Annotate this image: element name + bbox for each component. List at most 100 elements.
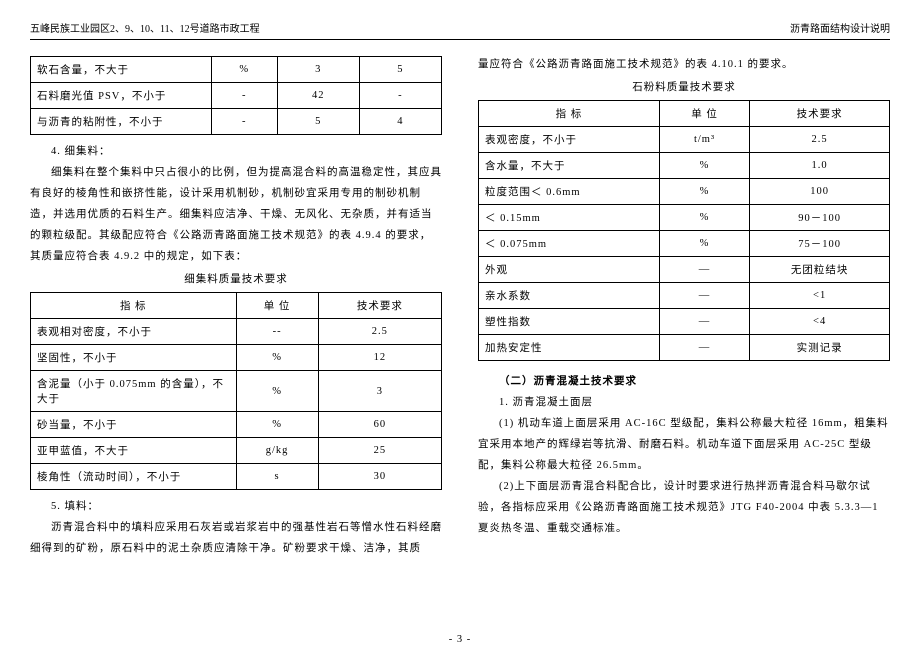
sec-5-title: 5. 填料： (30, 496, 442, 517)
table-row: 石料磨光值 PSV，不小于-42- (31, 83, 442, 109)
cell: - (211, 83, 277, 109)
cell: % (659, 205, 749, 231)
cell: % (659, 231, 749, 257)
sec-2-1-title: 1. 沥青混凝土面层 (478, 392, 890, 413)
sec-4-title: 4. 细集料： (30, 141, 442, 162)
cell: g/kg (236, 438, 318, 464)
table-row: 与沥青的粘附性，不小于-54 (31, 109, 442, 135)
cell: % (236, 371, 318, 412)
cell: 1.0 (750, 153, 890, 179)
sec-2-1a: (1) 机动车道上面层采用 AC-16C 型级配，集料公称最大粒径 16mm，粗… (478, 413, 890, 476)
cell: 棱角性（流动时间），不小于 (31, 464, 237, 490)
cell: 30 (318, 464, 441, 490)
cell: % (659, 153, 749, 179)
cell: — (659, 257, 749, 283)
table-top-fragment: 软石含量，不大于%35石料磨光值 PSV，不小于-42-与沥青的粘附性，不小于-… (30, 56, 442, 135)
cell: 表观密度，不小于 (479, 127, 660, 153)
table-fine-aggregate: 指 标单 位技术要求 表观相对密度，不小于--2.5坚固性，不小于%12含泥量（… (30, 292, 442, 490)
cell: 石料磨光值 PSV，不小于 (31, 83, 212, 109)
table-row: 粒度范围＜ 0.6mm%100 (479, 179, 890, 205)
cell: 实测记录 (750, 335, 890, 361)
page-header: 五峰民族工业园区2、9、10、11、12号道路市政工程 沥青路面结构设计说明 (30, 20, 890, 40)
page-number: - 3 - (0, 634, 920, 645)
cell: % (211, 57, 277, 83)
cell: 表观相对密度，不小于 (31, 319, 237, 345)
table3-caption: 石粉料质量技术要求 (478, 77, 890, 98)
cell: 与沥青的粘附性，不小于 (31, 109, 212, 135)
cell: 亚甲蓝值，不大于 (31, 438, 237, 464)
cell: 60 (318, 412, 441, 438)
cell: ＜ 0.15mm (479, 205, 660, 231)
cell: 100 (750, 179, 890, 205)
cell: <4 (750, 309, 890, 335)
cell: 4 (359, 109, 441, 135)
cell: 5 (359, 57, 441, 83)
cell: 外观 (479, 257, 660, 283)
table-row: 加热安定性—实测记录 (479, 335, 890, 361)
cell: 塑性指数 (479, 309, 660, 335)
sec-4-body: 细集料在整个集料中只占很小的比例，但为提高混合料的高温稳定性，其应具有良好的棱角… (30, 162, 442, 267)
cell: 亲水系数 (479, 283, 660, 309)
table-row: 坚固性，不小于%12 (31, 345, 442, 371)
cell: <1 (750, 283, 890, 309)
cell: 3 (277, 57, 359, 83)
table-row: 表观相对密度，不小于--2.5 (31, 319, 442, 345)
table-row: ＜ 0.075mm%75－100 (479, 231, 890, 257)
table-row: 表观密度，不小于t/m³2.5 (479, 127, 890, 153)
cell: — (659, 335, 749, 361)
cell: 90－100 (750, 205, 890, 231)
cell: 42 (277, 83, 359, 109)
cell: -- (236, 319, 318, 345)
cell: 砂当量，不小于 (31, 412, 237, 438)
table-row: 亲水系数—<1 (479, 283, 890, 309)
cell: % (236, 345, 318, 371)
cell: 无团粒结块 (750, 257, 890, 283)
table-row: 含泥量（小于 0.075mm 的含量），不大于%3 (31, 371, 442, 412)
col-header: 单 位 (236, 293, 318, 319)
col-header: 指 标 (31, 293, 237, 319)
table-row: 塑性指数—<4 (479, 309, 890, 335)
text-columns: 软石含量，不大于%35石料磨光值 PSV，不小于-42-与沥青的粘附性，不小于-… (30, 54, 890, 559)
cell: 2.5 (318, 319, 441, 345)
table-row: 含水量，不大于%1.0 (479, 153, 890, 179)
cell: — (659, 309, 749, 335)
cell: % (236, 412, 318, 438)
header-right: 沥青路面结构设计说明 (790, 20, 890, 35)
cell: 含泥量（小于 0.075mm 的含量），不大于 (31, 371, 237, 412)
continuation: 量应符合《公路沥青路面施工技术规范》的表 4.10.1 的要求。 (478, 54, 890, 75)
col-header: 指 标 (479, 101, 660, 127)
sec-5-body: 沥青混合料中的填料应采用石灰岩或岩浆岩中的强基性岩石等憎水性石料经磨细得到的矿粉… (30, 517, 442, 559)
col-header: 单 位 (659, 101, 749, 127)
cell: - (359, 83, 441, 109)
cell: 软石含量，不大于 (31, 57, 212, 83)
cell: t/m³ (659, 127, 749, 153)
cell: 含水量，不大于 (479, 153, 660, 179)
cell: 粒度范围＜ 0.6mm (479, 179, 660, 205)
table-row: ＜ 0.15mm%90－100 (479, 205, 890, 231)
header-left: 五峰民族工业园区2、9、10、11、12号道路市政工程 (30, 20, 260, 35)
cell: 75－100 (750, 231, 890, 257)
cell: s (236, 464, 318, 490)
cell: - (211, 109, 277, 135)
cell: 25 (318, 438, 441, 464)
table2-caption: 细集料质量技术要求 (30, 269, 442, 290)
cell: 5 (277, 109, 359, 135)
table-stone-powder: 指 标单 位技术要求 表观密度，不小于t/m³2.5含水量，不大于%1.0粒度范… (478, 100, 890, 361)
cell: ＜ 0.075mm (479, 231, 660, 257)
sec-2-1b: (2)上下面层沥青混合料配合比，设计时要求进行热拌沥青混合料马歇尔试验，各指标应… (478, 476, 890, 539)
section-2-heading: （二）沥青混凝土技术要求 (478, 371, 890, 392)
cell: 3 (318, 371, 441, 412)
cell: 加热安定性 (479, 335, 660, 361)
table-row: 棱角性（流动时间），不小于s30 (31, 464, 442, 490)
cell: 坚固性，不小于 (31, 345, 237, 371)
cell: — (659, 283, 749, 309)
col-header: 技术要求 (750, 101, 890, 127)
table-row: 亚甲蓝值，不大于g/kg25 (31, 438, 442, 464)
left-column: 软石含量，不大于%35石料磨光值 PSV，不小于-42-与沥青的粘附性，不小于-… (30, 54, 442, 559)
table-row: 软石含量，不大于%35 (31, 57, 442, 83)
cell: 2.5 (750, 127, 890, 153)
table-row: 砂当量，不小于%60 (31, 412, 442, 438)
right-column: 量应符合《公路沥青路面施工技术规范》的表 4.10.1 的要求。 石粉料质量技术… (478, 54, 890, 559)
cell: 12 (318, 345, 441, 371)
col-header: 技术要求 (318, 293, 441, 319)
